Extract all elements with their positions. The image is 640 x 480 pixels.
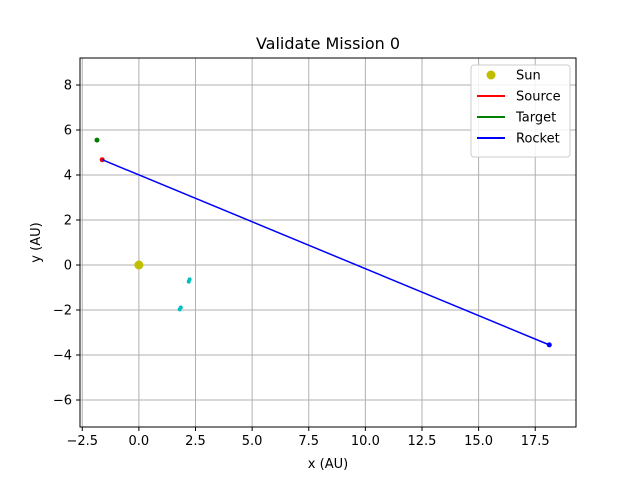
plot-data <box>94 137 552 348</box>
y-tick-label: −2 <box>53 304 72 319</box>
x-tick-label: 7.5 <box>298 434 319 449</box>
legend-target-label: Target <box>515 111 556 126</box>
x-tick-label: 5.0 <box>242 434 263 449</box>
y-tick-label: 2 <box>64 214 72 229</box>
x-tick-label: 2.5 <box>185 434 206 449</box>
plot-frame <box>79 57 577 428</box>
sun-marker <box>134 260 144 270</box>
legend-box <box>470 64 571 158</box>
x-tick-label: −2.5 <box>66 434 98 449</box>
orbit-point <box>187 277 192 282</box>
chart-title: Validate Mission 0 <box>256 34 400 53</box>
target-point <box>94 137 100 143</box>
x-tick-label: 12.5 <box>408 434 437 449</box>
y-tick-label: 0 <box>64 259 72 274</box>
y-tick-label: 4 <box>64 169 72 184</box>
axis-ticks: −2.5 0.0 2.5 5.0 7.5 10.0 12.5 15.0 17.5 −6 −4 −2 0 2… <box>53 79 550 450</box>
y-axis-label: y (AU) <box>29 222 44 262</box>
orbit-point <box>178 305 183 310</box>
x-tick-label: 10.0 <box>351 434 380 449</box>
legend-sun-swatch <box>486 70 496 80</box>
x-axis-label: x (AU) <box>308 457 348 472</box>
rocket-endpoint <box>546 342 552 348</box>
y-tick-label: −4 <box>53 349 72 364</box>
legend-sun-label: Sun <box>516 69 541 84</box>
y-tick-label: 8 <box>64 79 72 94</box>
y-tick-label: 6 <box>64 124 72 139</box>
x-tick-label: 15.0 <box>464 434 493 449</box>
x-tick-label: 0.0 <box>129 434 150 449</box>
y-tick-label: −6 <box>53 394 72 409</box>
legend: Sun Source Target Rocket <box>470 64 571 158</box>
rocket-line <box>101 159 550 346</box>
legend-source-label: Source <box>516 90 561 105</box>
x-tick-label: 17.5 <box>521 434 550 449</box>
legend-rocket-label: Rocket <box>516 132 560 147</box>
